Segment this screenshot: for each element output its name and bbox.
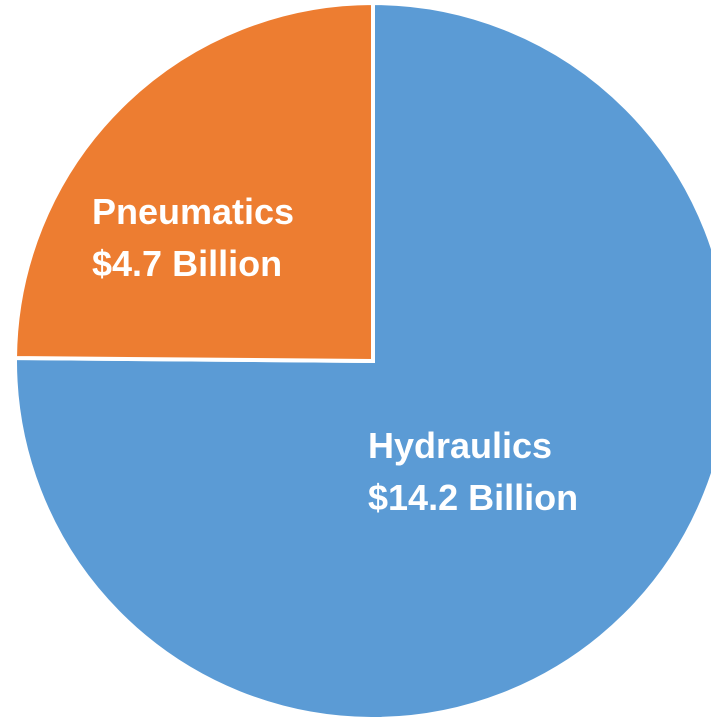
slice-label-hydraulics: Hydraulics $14.2 Billion — [368, 425, 578, 518]
slice-label-pneumatics-value: $4.7 Billion — [92, 243, 282, 284]
slice-label-hydraulics-name: Hydraulics — [368, 425, 552, 466]
slice-label-pneumatics: Pneumatics $4.7 Billion — [92, 191, 304, 284]
slices-layer — [12, 0, 711, 721]
slice-label-hydraulics-value: $14.2 Billion — [368, 477, 578, 518]
slice-label-pneumatics-name: Pneumatics — [92, 191, 294, 232]
pie-slice-pneumatics — [12, 0, 375, 364]
labels-layer: Pneumatics $4.7 Billion Hydraulics $14.2… — [92, 191, 578, 518]
